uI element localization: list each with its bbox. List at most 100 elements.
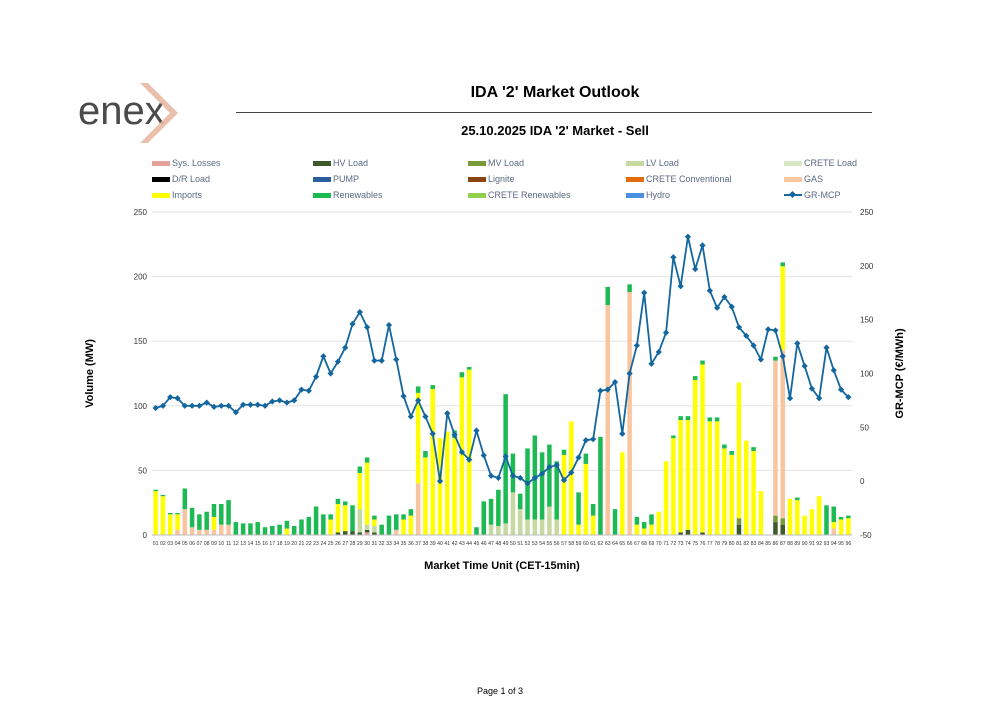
bar-segment — [284, 520, 290, 529]
mcp-point — [765, 326, 772, 333]
bar-segment — [226, 500, 231, 525]
mcp-point — [167, 394, 174, 401]
x-tick-label: 42 — [452, 541, 458, 547]
bar-segment — [364, 457, 370, 463]
mcp-point — [750, 342, 757, 349]
mcp-point — [342, 344, 349, 351]
legend-item: Hydro — [626, 188, 670, 202]
bar-segment — [846, 518, 851, 535]
enex-logo: enex — [78, 83, 178, 143]
bar-segment — [547, 506, 552, 535]
legend-label: Hydro — [646, 190, 671, 200]
x-tick-label: 72 — [670, 541, 676, 547]
bar-segment — [561, 454, 567, 535]
bar-segment — [452, 438, 457, 535]
x-tick-label: 95 — [838, 541, 844, 547]
bar-segment — [620, 452, 625, 535]
x-tick-label: 23 — [313, 541, 319, 547]
bar-segment — [576, 492, 581, 525]
legend-label: Lignite — [488, 174, 515, 184]
bar-segment — [204, 529, 209, 535]
bar-segment — [408, 509, 414, 516]
bar-segment — [415, 483, 421, 535]
bar-segment — [773, 356, 778, 361]
bar-segment — [321, 514, 326, 535]
bar-segment — [474, 527, 479, 535]
bar-segment — [306, 516, 312, 535]
bar-segment — [488, 524, 494, 535]
bar-segment — [328, 514, 333, 520]
bar-segment — [838, 519, 844, 535]
legend-swatch — [313, 160, 331, 166]
x-tick-label: 12 — [233, 541, 239, 547]
mcp-point — [466, 456, 473, 463]
legend-swatch — [152, 192, 170, 198]
x-tick-label: 62 — [598, 541, 604, 547]
legend-label: Renewables — [333, 190, 383, 200]
bar-segment — [590, 503, 596, 516]
chart-subtitle: 25.10.2025 IDA '2' Market - Sell — [461, 123, 649, 138]
legend-label: CRETE Renewables — [488, 190, 571, 200]
bar-segment — [627, 292, 632, 535]
mcp-point — [232, 409, 239, 416]
bar-segment — [372, 519, 377, 526]
x-tick-label: 36 — [408, 541, 414, 547]
bar-segment — [372, 525, 377, 533]
bar-segment — [350, 531, 355, 535]
mcp-point — [247, 401, 254, 408]
x-tick-label: 17 — [269, 541, 275, 547]
x-tick-label: 43 — [459, 541, 465, 547]
legend-swatch — [313, 176, 331, 182]
mcp-point — [312, 373, 320, 380]
x-tick-label: 63 — [605, 541, 611, 547]
bar-segment — [408, 515, 414, 535]
mcp-point — [604, 386, 611, 393]
bar-segment — [744, 440, 749, 535]
bar-segment — [795, 500, 800, 535]
x-tick-label: 06 — [189, 541, 195, 547]
title-divider — [236, 112, 872, 113]
bar-segment — [357, 509, 363, 533]
bar-segment — [634, 524, 640, 535]
x-tick-label: 20 — [291, 541, 297, 547]
x-tick-label: 41 — [444, 541, 450, 547]
bar-segment — [517, 509, 523, 535]
legend-swatch — [626, 160, 644, 166]
bar-segment — [787, 498, 793, 535]
page-number: Page 1 of 3 — [476, 686, 524, 696]
bar-segment — [219, 503, 224, 525]
y-tick-label: 100 — [134, 402, 148, 411]
x-tick-label: 58 — [568, 541, 574, 547]
bar-segment — [685, 416, 691, 421]
bar-segment — [685, 529, 691, 535]
x-tick-label: 84 — [758, 541, 764, 547]
legend-label: MV Load — [488, 158, 525, 168]
legend-swatch — [784, 194, 802, 196]
legend-label: CRETE Load — [804, 158, 858, 168]
bar-segment — [394, 514, 399, 530]
x-tick-label: 74 — [685, 541, 691, 547]
x-tick-label: 38 — [423, 541, 429, 547]
mcp-point — [772, 327, 779, 334]
legend-item: Sys. Losses — [152, 156, 221, 170]
bar-segment — [831, 522, 837, 529]
x-tick-label: 29 — [357, 541, 363, 547]
legend-swatch — [468, 176, 486, 182]
bar-segment — [700, 360, 705, 365]
x-tick-label: 90 — [802, 541, 808, 547]
x-tick-label: 61 — [590, 541, 596, 547]
x-tick-label: 18 — [277, 541, 283, 547]
legend-item: CRETE Conventional — [626, 172, 732, 186]
mcp-point — [495, 474, 502, 482]
y-tick-label: 200 — [134, 273, 148, 282]
bar-segment — [846, 515, 851, 519]
mcp-point — [254, 401, 261, 408]
bar-segment — [350, 505, 355, 532]
x-tick-label: 45 — [474, 541, 480, 547]
bar-segment — [437, 438, 443, 535]
bar-segment — [466, 369, 472, 535]
bar-segment — [226, 524, 231, 535]
bar-segment — [415, 386, 421, 393]
bar-segment — [255, 522, 260, 535]
mcp-point — [429, 430, 436, 437]
